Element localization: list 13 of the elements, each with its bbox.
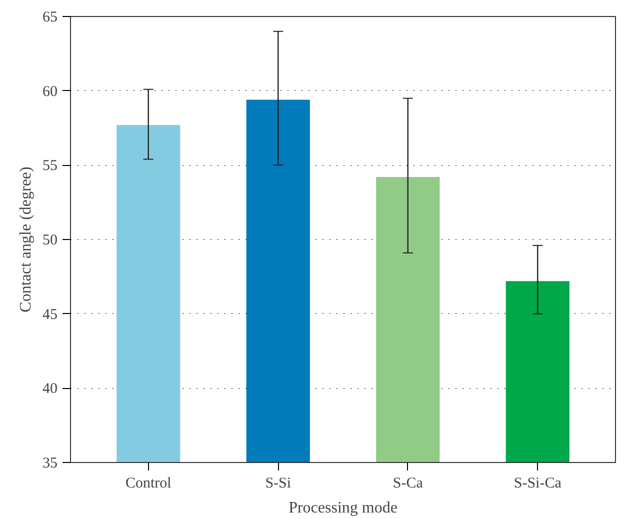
x-tick-label: S-Si bbox=[265, 476, 292, 492]
x-axis-title: Processing mode bbox=[288, 500, 398, 516]
y-tick-label: 35 bbox=[42, 456, 58, 472]
y-tick-label: 60 bbox=[42, 84, 58, 100]
y-tick-label: 55 bbox=[42, 158, 58, 174]
y-axis-title: Contact angle (degree) bbox=[18, 166, 34, 312]
y-tick-label: 45 bbox=[42, 306, 58, 323]
x-tick-label: S-Si-Ca bbox=[514, 476, 562, 492]
x-tick-label: Control bbox=[125, 476, 172, 492]
y-tick-label: 40 bbox=[42, 381, 58, 398]
y-tick-label: 50 bbox=[42, 232, 58, 248]
y-tick-label: 65 bbox=[42, 10, 58, 26]
x-tick-label: S-Ca bbox=[392, 476, 424, 492]
